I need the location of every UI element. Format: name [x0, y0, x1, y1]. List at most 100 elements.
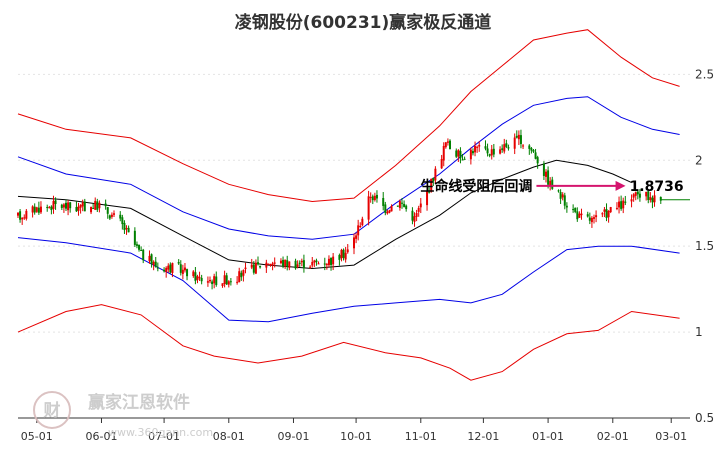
candle-body: [536, 157, 539, 164]
candle-body: [165, 267, 168, 272]
candle-body: [213, 276, 216, 284]
candle-body: [645, 191, 648, 197]
candle-body: [411, 210, 414, 221]
candle-body: [357, 225, 360, 236]
candle-body: [183, 267, 186, 271]
candle-body: [565, 205, 568, 208]
candle-body: [369, 197, 372, 199]
candle-body: [75, 206, 78, 212]
candle-body: [113, 213, 115, 215]
candle-body: [167, 265, 170, 270]
candle-body: [528, 145, 531, 149]
candle-body: [390, 206, 393, 212]
x-tick-label: 03-01: [655, 430, 687, 443]
candle-body: [198, 277, 201, 279]
candle-body: [382, 197, 385, 206]
candle-body: [98, 202, 101, 209]
candle-body: [505, 143, 508, 147]
candle-body: [311, 261, 314, 266]
annotation: 生命线受阻后回调 1.8736: [420, 178, 683, 195]
candle-body: [484, 146, 487, 149]
candle-body: [273, 262, 276, 264]
channel-line-2: [17, 96, 680, 240]
candle-body: [142, 249, 145, 261]
candlesticks: [17, 129, 662, 290]
candle-body: [444, 142, 447, 148]
candle-body: [179, 264, 182, 273]
candle-body: [463, 158, 466, 160]
candle-body: [636, 191, 639, 195]
candle-body: [634, 192, 637, 196]
candle-body: [259, 265, 262, 268]
candle-body: [580, 213, 583, 216]
candle-body: [630, 199, 633, 202]
candle-body: [559, 192, 562, 199]
candle-body: [240, 272, 243, 278]
candle-body: [615, 207, 618, 209]
candle-body: [65, 202, 67, 209]
candle-body: [476, 146, 479, 148]
watermark-url: www.360gann.com: [108, 426, 213, 439]
x-tick-label: 10-01: [340, 430, 372, 443]
candle-body: [434, 168, 437, 181]
candle-body: [361, 218, 364, 226]
candle-body: [449, 140, 451, 150]
watermark: 财 赢家江恩软件 www.360gann.com: [33, 391, 213, 439]
candle-body: [96, 201, 99, 210]
candle-body: [547, 170, 550, 185]
candle-body: [576, 211, 579, 220]
candle-body: [39, 206, 42, 213]
candle-body: [286, 260, 289, 267]
candle-body: [152, 261, 155, 266]
candle-body: [340, 249, 343, 259]
candle-body: [459, 150, 462, 159]
candle-body: [461, 159, 464, 161]
candle-body: [503, 144, 506, 152]
candle-body: [530, 148, 533, 151]
candle-body: [469, 149, 472, 160]
candle-body: [50, 206, 53, 211]
candle-body: [284, 259, 287, 267]
candle-body: [83, 201, 86, 212]
candle-body: [169, 264, 172, 273]
candle-body: [455, 150, 458, 157]
candle-body: [651, 197, 654, 203]
candle-body: [590, 217, 593, 223]
candle-body: [501, 148, 504, 150]
candle-body: [388, 210, 391, 213]
candle-body: [200, 277, 203, 282]
candle-body: [269, 264, 272, 266]
candle-body: [515, 135, 518, 138]
channel-line-5: [17, 304, 680, 381]
candle-body: [446, 141, 449, 143]
candle-body: [125, 228, 128, 230]
candle-body: [417, 207, 420, 212]
candle-body: [373, 195, 376, 201]
candle-body: [17, 212, 19, 216]
candle-body: [561, 194, 564, 198]
candle-body: [607, 210, 610, 218]
candle-body: [507, 147, 510, 149]
candle-body: [31, 206, 34, 213]
candle-body: [405, 205, 408, 210]
candle-body: [33, 206, 36, 213]
y-tick-label: 2.5: [695, 67, 714, 81]
candle-body: [19, 211, 22, 220]
candle-body: [542, 163, 545, 176]
candle-body: [578, 213, 581, 218]
candle-body: [138, 244, 141, 250]
candle-body: [229, 281, 232, 283]
candle-body: [35, 207, 38, 212]
candle-body: [288, 261, 291, 268]
candle-body: [534, 152, 537, 159]
candle-body: [603, 209, 606, 212]
candle-body: [77, 206, 80, 211]
candle-body: [127, 227, 130, 233]
candle-body: [618, 201, 621, 208]
candle-body: [271, 263, 274, 266]
candle-body: [327, 258, 330, 266]
candle-body: [317, 263, 320, 265]
candle-body: [121, 217, 124, 225]
y-tick-label: 1: [695, 325, 703, 339]
